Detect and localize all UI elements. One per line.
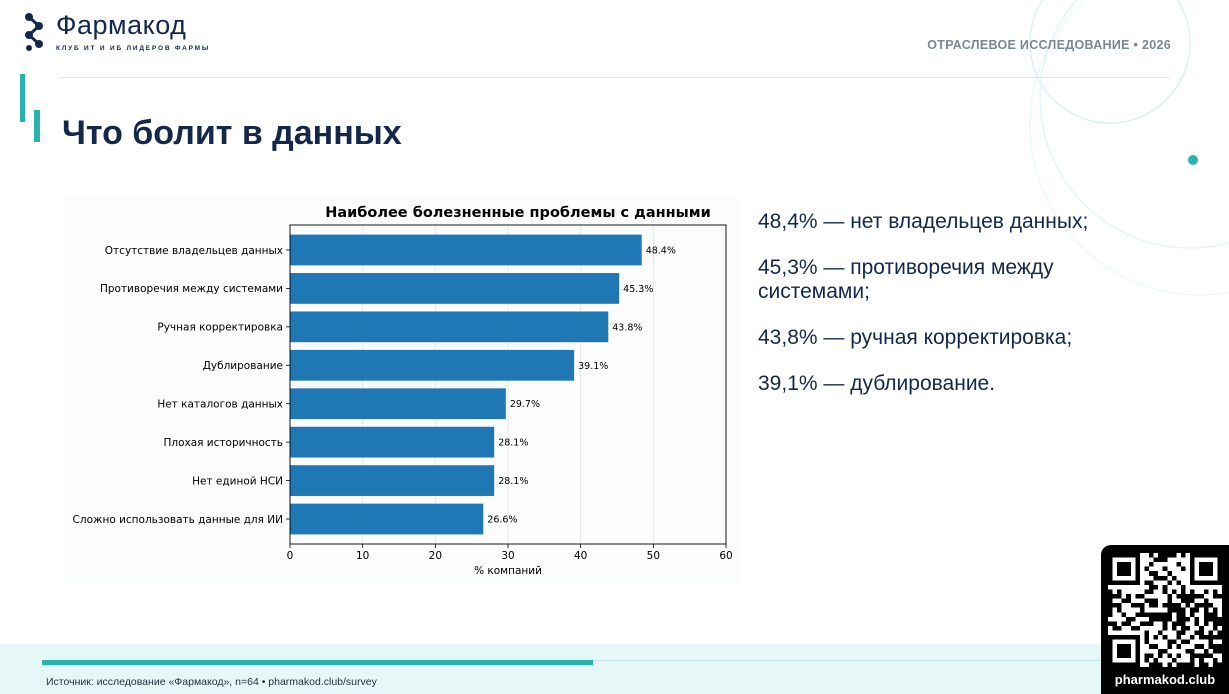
bar-value-label: 39.1% (578, 361, 608, 372)
highlight-item: 39,1% — дублирование. (758, 372, 996, 395)
y-tick-label: Отсутствие владельцев данных (105, 245, 283, 257)
bar (290, 465, 495, 496)
y-tick-label: Нет каталогов данных (157, 399, 283, 411)
footer-accent-line (42, 660, 593, 665)
x-tick-label: 10 (356, 550, 369, 562)
brand-logo-icon (25, 13, 43, 51)
bar (290, 311, 609, 343)
bar-value-label: 43.8% (612, 322, 642, 333)
x-tick-label: 40 (574, 550, 587, 562)
brand-tagline: КЛУБ ИТ И ИБ ЛИДЕРОВ ФАРМЫ (56, 45, 211, 52)
highlight-item: 48,4% — нет владельцев данных; (758, 210, 1089, 233)
source-note: Источник: исследование «Фармакод», n=64 … (46, 676, 377, 688)
chart-panel: Наиболее болезненные проблемы с данными 4… (64, 196, 738, 584)
x-tick-label: 0 (287, 550, 294, 562)
x-tick-label: 30 (501, 550, 514, 562)
bar (290, 273, 620, 304)
y-tick-label: Нет единой НСИ (192, 475, 283, 487)
page-title: Что болит в данных (62, 114, 402, 152)
highlights-list: 48,4% — нет владельцев данных; 45,3% — п… (758, 210, 1138, 418)
highlight-item: 45,3% — противоречия между системами; (758, 256, 1054, 303)
report-label: ОТРАСЛЕВОЕ ИССЛЕДОВАНИЕ • 2026 (927, 38, 1171, 52)
y-tick-label: Ручная корректировка (157, 322, 283, 334)
bar (290, 349, 575, 381)
bar (290, 426, 495, 458)
bar-value-label: 45.3% (623, 284, 653, 295)
qr-caption: pharmakod.club (1114, 672, 1216, 687)
bar-value-label: 28.1% (498, 476, 528, 487)
title-accent-bar (20, 74, 25, 122)
chart-title: Наиболее болезненные проблемы с данными (325, 205, 711, 221)
y-tick-label: Сложно использовать данные для ИИ (73, 514, 283, 526)
title-accent-bar (34, 110, 40, 142)
bar-value-label: 48.4% (646, 245, 676, 256)
y-tick-label: Дублирование (203, 360, 283, 372)
footer-band (0, 644, 1229, 694)
qr-card[interactable]: pharmakod.club (1101, 545, 1229, 694)
y-tick-label: Плохая историчность (163, 437, 283, 449)
x-tick-label: 60 (719, 550, 732, 562)
x-tick-label: 50 (647, 550, 660, 562)
y-tick-label: Противоречия между системами (100, 283, 283, 295)
bar-value-label: 28.1% (498, 438, 528, 449)
bar-chart: Наиболее болезненные проблемы с данными 4… (73, 205, 733, 577)
accent-dot (1188, 155, 1198, 165)
x-tick-label: 20 (429, 550, 442, 562)
bar (290, 388, 506, 420)
bar-value-label: 29.7% (510, 399, 540, 410)
x-axis-label: % компаний (474, 565, 542, 577)
qr-code-icon[interactable] (1108, 553, 1222, 667)
brand-name: Фармакод (56, 10, 187, 40)
header-divider (60, 77, 1170, 78)
brand-logo[interactable]: Фармакод КЛУБ ИТ И ИБ ЛИДЕРОВ ФАРМЫ (24, 10, 224, 56)
bar-value-label: 26.6% (487, 515, 517, 526)
bar (290, 234, 642, 266)
bar (290, 503, 484, 535)
highlight-item: 43,8% — ручная корректировка; (758, 326, 1073, 349)
